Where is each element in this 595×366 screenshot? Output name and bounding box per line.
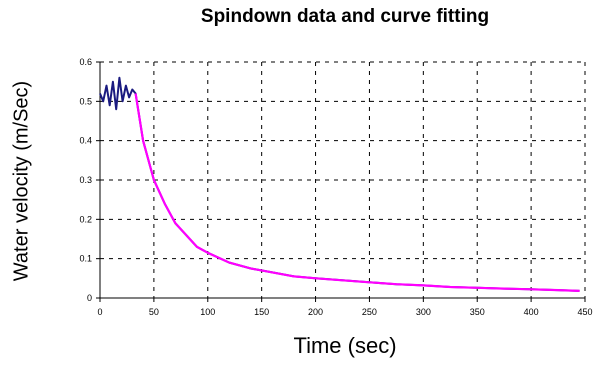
x-tick-label: 450 — [577, 307, 592, 317]
fit-curve-line — [134, 93, 580, 292]
y-tick-label: 0.2 — [79, 214, 92, 224]
x-tick-label: 300 — [416, 307, 431, 317]
y-tick-label: 0.1 — [79, 254, 92, 264]
x-tick-label: 350 — [470, 307, 485, 317]
x-tick-label: 50 — [149, 307, 159, 317]
x-tick-label: 200 — [308, 307, 323, 317]
y-tick-label: 0.5 — [79, 96, 92, 106]
x-tick-label: 150 — [254, 307, 269, 317]
y-tick-label: 0.3 — [79, 175, 92, 185]
x-tick-label: 100 — [200, 307, 215, 317]
x-tick-label: 400 — [524, 307, 539, 317]
x-tick-label: 0 — [97, 307, 102, 317]
y-tick-label: 0.4 — [79, 136, 92, 146]
x-axis-title: Time (sec) — [293, 333, 397, 358]
chart-title: Spindown data and curve fitting — [200, 6, 490, 27]
y-tick-label: 0.6 — [79, 57, 92, 67]
x-tick-label: 250 — [362, 307, 377, 317]
y-tick-label: 0 — [87, 293, 92, 303]
